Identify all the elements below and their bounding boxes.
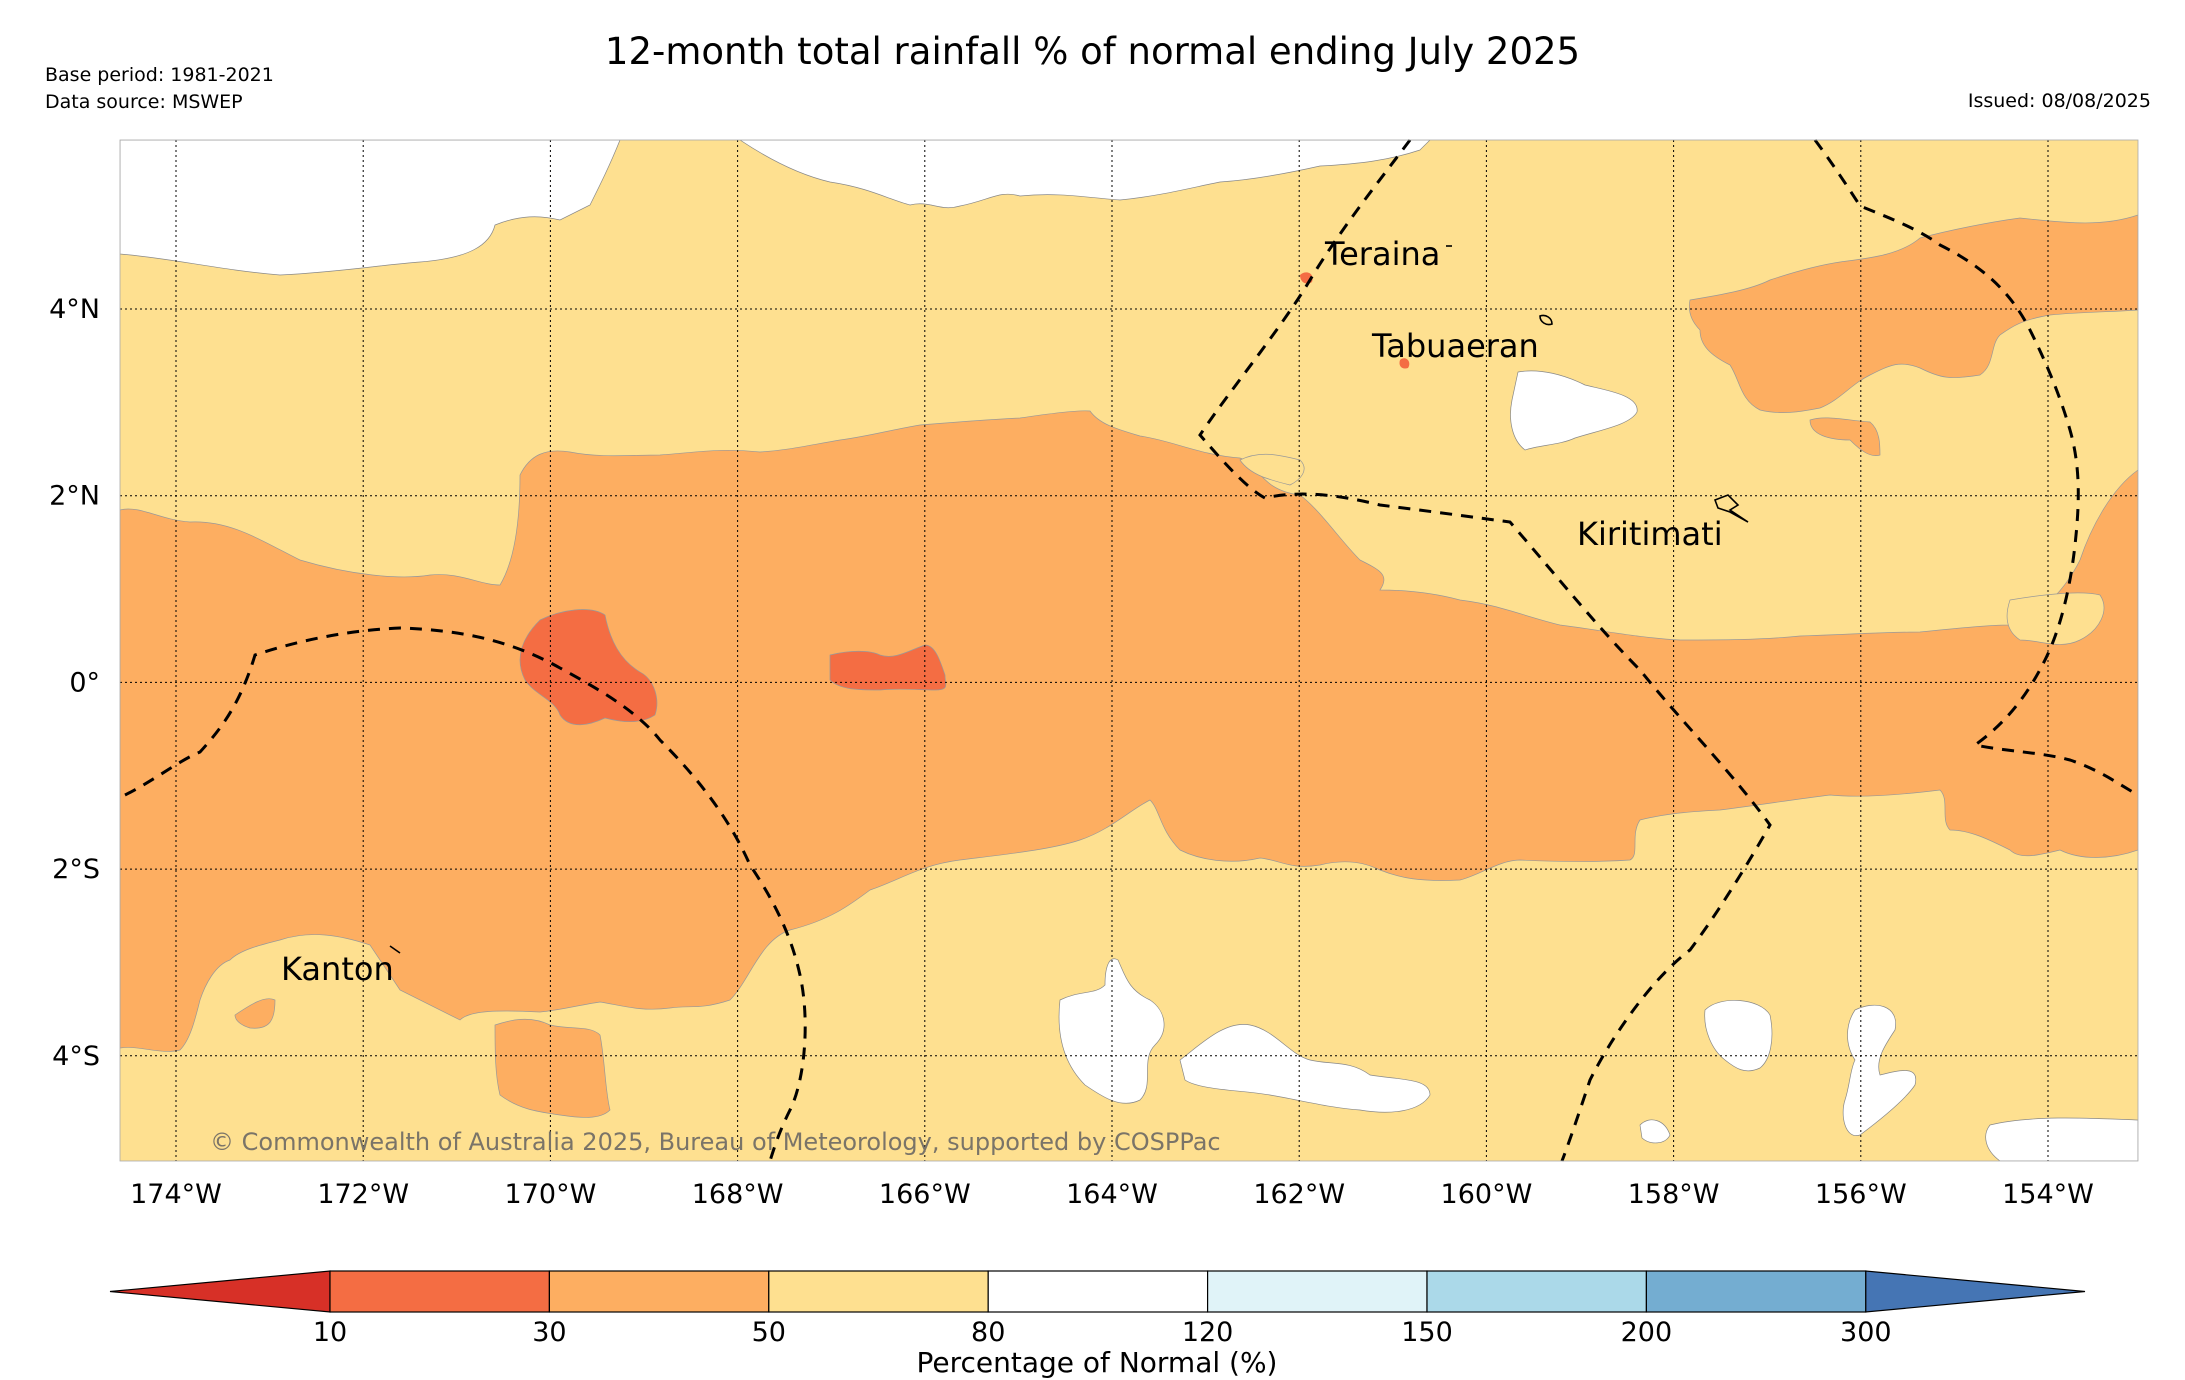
lon-tick-label: 158°W [1628, 1179, 1720, 1210]
lat-tick-label: 0° [69, 667, 100, 698]
place-kiritimati: Kiritimati [1577, 515, 1723, 553]
zone-80-120-south-2 [1179, 1024, 1431, 1113]
zone-50-80-north-notch [1239, 453, 1305, 486]
lon-tick-label: 170°W [505, 1179, 597, 1210]
zone-80-120-north-2 [739, 140, 1431, 209]
colorbar-segment [1206, 1270, 1428, 1313]
zone-30-50-sw-1 [494, 1018, 611, 1118]
lat-tick-label: 4°S [52, 1041, 100, 1072]
colorbar-tick-label: 50 [752, 1317, 786, 1348]
eez-line-line-islands [1813, 139, 2139, 797]
zone-30-50-sw-2 [234, 998, 276, 1029]
zone-80-120-south-3 [1704, 1000, 1773, 1072]
latitude-ticks: 4°N 2°N 0° 2°S 4°S [49, 294, 100, 1072]
colorbar-segment [1645, 1270, 1867, 1313]
colorbar-segment [768, 1270, 989, 1313]
colorbar-segment [329, 1270, 550, 1313]
place-kanton: Kanton [281, 950, 394, 988]
colorbar-tick-label: 10 [313, 1317, 347, 1348]
zone-10-30-west [519, 609, 658, 726]
lat-tick-label: 2°S [52, 854, 100, 885]
page-title: 12-month total rainfall % of normal endi… [604, 30, 1581, 73]
zone-80-120-south-6 [1985, 1117, 2138, 1161]
colorbar-tick-label: 80 [971, 1317, 1005, 1348]
colorbar-segment [548, 1270, 770, 1313]
lon-tick-label: 160°W [1441, 1179, 1533, 1210]
colorbar-tick-label: 200 [1621, 1317, 1673, 1348]
lat-tick-label: 4°N [49, 294, 100, 325]
eez-boundaries [124, 139, 2139, 1162]
colorbar: 10 30 50 80 120 150 200 300 [109, 1270, 2086, 1348]
zone-80-120-south-5 [1639, 1119, 1671, 1144]
zone-30-50-northeast [1688, 214, 2138, 413]
zone-30-50-east [2006, 592, 2105, 645]
colorbar-label: Percentage of Normal (%) [917, 1346, 1278, 1379]
map-gridlines [120, 140, 2138, 1161]
colorbar-tick-label: 300 [1840, 1317, 1892, 1348]
place-teraina: Teraina [1324, 235, 1440, 273]
lon-tick-label: 174°W [130, 1179, 222, 1210]
zone-30-50-small-ne [1809, 417, 1881, 456]
colorbar-tick-label: 150 [1401, 1317, 1453, 1348]
lon-tick-label: 154°W [2002, 1179, 2094, 1210]
lat-tick-label: 2°N [49, 481, 100, 512]
colorbar-tick-label: 30 [532, 1317, 566, 1348]
zone-10-30-central [829, 644, 947, 691]
zone-80-120-south-4 [1842, 1004, 1917, 1136]
kiritimati-island [1713, 494, 1749, 523]
eez-phoenix [124, 626, 807, 1162]
lon-tick-label: 162°W [1253, 1179, 1345, 1210]
zone-10-30-tiny-2 [1399, 358, 1410, 369]
data-source-text: Data source: MSWEP [45, 91, 243, 113]
lon-tick-label: 156°W [1815, 1179, 1907, 1210]
lon-tick-label: 172°W [317, 1179, 409, 1210]
copyright-notice: © Commonwealth of Australia 2025, Bureau… [210, 1128, 1221, 1156]
rainfall-field [120, 140, 2138, 1161]
place-tabuaeran: Tabuaeran [1371, 327, 1539, 365]
zone-80-120-tabuaeran [1510, 370, 1638, 451]
map-frame [119, 139, 2139, 1162]
metadata-block: Base period: 1981-2021 Data source: MSWE… [45, 62, 274, 116]
tabuaeran-island [1539, 314, 1553, 326]
zone-80-120-north [120, 140, 621, 276]
lon-tick-label: 164°W [1066, 1179, 1158, 1210]
zone-30-50-central-band [120, 410, 2138, 1052]
kanton-island [389, 945, 401, 954]
colorbar-extend-high [1865, 1270, 2086, 1313]
island-outlines [389, 245, 1749, 954]
colorbar-tick-label: 120 [1182, 1317, 1234, 1348]
eez-line [1198, 139, 1772, 1162]
lon-tick-label: 166°W [879, 1179, 971, 1210]
issued-date: Issued: 08/08/2025 [1967, 90, 2151, 112]
colorbar-segment [1426, 1270, 1647, 1313]
longitude-ticks: 174°W 172°W 170°W 168°W 166°W 164°W 162°W 160°W… [130, 1179, 2094, 1210]
lon-tick-label: 168°W [692, 1179, 784, 1210]
colorbar-segment [987, 1270, 1209, 1313]
base-period-text: Base period: 1981-2021 [45, 64, 274, 86]
colorbar-extend-low [109, 1270, 331, 1313]
